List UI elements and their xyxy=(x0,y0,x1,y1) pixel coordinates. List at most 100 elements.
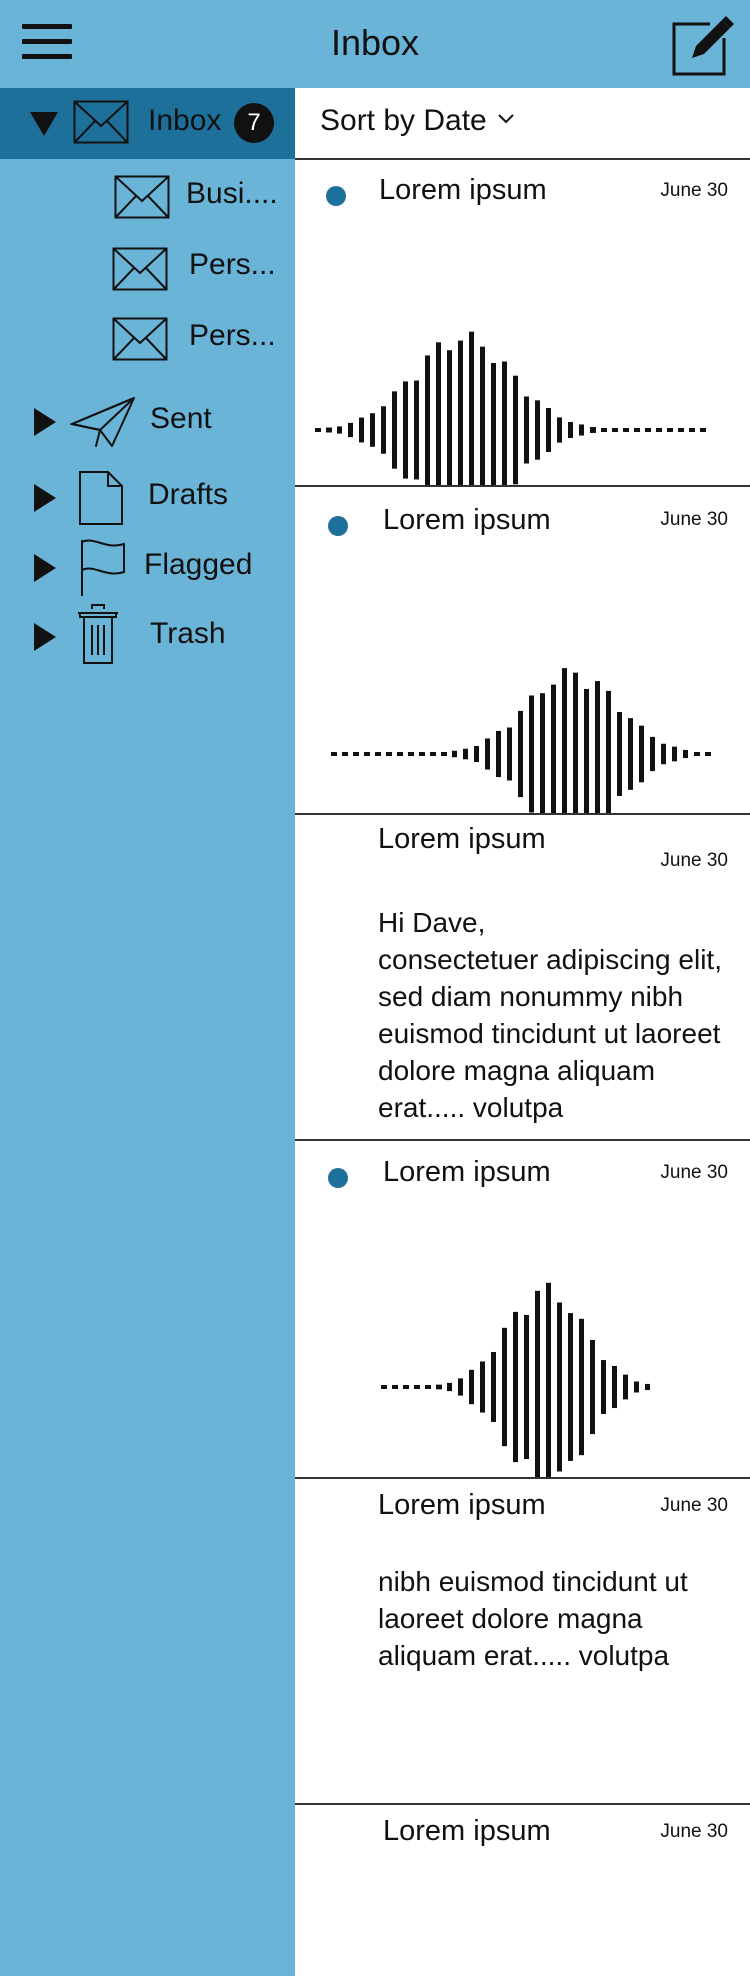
caret-down-icon[interactable] xyxy=(30,112,58,136)
caret-right-icon[interactable] xyxy=(34,623,56,651)
audio-waveform xyxy=(331,668,711,813)
waveform-bar xyxy=(617,712,622,796)
sidebar-item-label: Pers... xyxy=(189,319,276,352)
trash-icon xyxy=(78,604,118,664)
waveform-bar xyxy=(557,417,562,443)
message-subject: Lorem ipsum xyxy=(383,504,551,536)
waveform-bar xyxy=(661,743,666,765)
waveform-bar xyxy=(430,752,436,756)
message-subject: Lorem ipsum xyxy=(383,1815,551,1847)
envelope-icon xyxy=(114,175,170,219)
waveform-bar xyxy=(590,1339,595,1435)
sidebar-subfolder-business[interactable]: Busi.... xyxy=(0,159,295,231)
waveform-bar xyxy=(326,427,332,433)
sidebar-item-sent[interactable]: Sent xyxy=(0,388,295,460)
waveform-bar xyxy=(447,350,452,485)
caret-right-icon[interactable] xyxy=(34,408,56,436)
sidebar-item-drafts[interactable]: Drafts xyxy=(0,464,295,536)
audio-waveform xyxy=(315,331,706,485)
sidebar-item-flagged[interactable]: Flagged xyxy=(0,534,295,606)
waveform-bar xyxy=(507,727,512,781)
waveform-bar xyxy=(463,748,468,760)
waveform-bar xyxy=(441,752,447,756)
waveform-bar xyxy=(683,749,688,759)
unread-dot xyxy=(328,1168,348,1188)
waveform-bar xyxy=(337,426,342,434)
audio-waveform xyxy=(381,1282,650,1477)
waveform-bar xyxy=(469,1369,474,1405)
sidebar-item-label: Sent xyxy=(150,402,212,435)
waveform-bar xyxy=(348,422,353,438)
folder-sidebar: Inbox 7 Busi.... Pers... Pers... Sent xyxy=(0,88,295,1976)
waveform-bar xyxy=(485,738,490,770)
waveform-bar xyxy=(518,710,523,798)
waveform-bar xyxy=(414,380,419,480)
waveform-bar xyxy=(612,428,618,432)
waveform-bar xyxy=(502,1327,507,1447)
flag-icon xyxy=(81,539,125,596)
waveform-bar xyxy=(535,400,540,460)
message-item[interactable]: Lorem ipsum June 30 xyxy=(295,159,750,487)
sidebar-subfolder-personal-1[interactable]: Pers... xyxy=(0,231,295,303)
unread-dot xyxy=(326,186,346,206)
waveform-bar xyxy=(392,391,397,469)
waveform-bar xyxy=(590,427,596,433)
hamburger-menu-icon[interactable] xyxy=(22,24,72,60)
waveform-bar xyxy=(342,752,348,756)
waveform-bar xyxy=(689,428,695,432)
waveform-bar xyxy=(535,1290,540,1477)
message-item[interactable]: Lorem ipsum June 30 Hi Dave, consectetue… xyxy=(295,815,750,1141)
message-list-pane: Sort by Date Lorem ipsum June 30 Lorem i… xyxy=(295,88,750,1976)
waveform-bar xyxy=(414,1385,420,1389)
caret-right-icon[interactable] xyxy=(34,484,56,512)
compose-pencil-icon[interactable] xyxy=(670,14,734,78)
waveform-bar xyxy=(452,750,457,758)
message-item[interactable]: Lorem ipsum June 30 xyxy=(295,487,750,815)
waveform-bar xyxy=(447,1382,452,1392)
chevron-down-icon xyxy=(498,114,514,124)
waveform-bar xyxy=(557,1302,562,1472)
waveform-bar xyxy=(353,752,359,756)
waveform-bar xyxy=(705,752,711,756)
sort-dropdown[interactable]: Sort by Date xyxy=(295,88,750,160)
waveform-bar xyxy=(601,428,607,432)
message-item[interactable]: Lorem ipsum June 30 xyxy=(295,1805,750,1976)
waveform-bar xyxy=(579,424,584,436)
document-icon xyxy=(79,471,123,525)
message-item[interactable]: Lorem ipsum June 30 xyxy=(295,1141,750,1479)
sidebar-item-label: Drafts xyxy=(148,478,229,511)
waveform-bar xyxy=(573,672,578,813)
waveform-bar xyxy=(392,1385,398,1389)
waveform-bar xyxy=(568,1313,573,1461)
waveform-bar xyxy=(634,428,640,432)
waveform-bar xyxy=(408,752,414,756)
sidebar-item-label: Trash xyxy=(150,617,226,650)
waveform-bar xyxy=(480,346,485,485)
waveform-bar xyxy=(491,363,496,485)
waveform-bar xyxy=(419,752,425,756)
sidebar-item-label: Inbox xyxy=(148,104,222,137)
message-date: June 30 xyxy=(660,1162,728,1183)
waveform-bar xyxy=(579,1318,584,1456)
waveform-bar xyxy=(496,730,501,778)
waveform-bar xyxy=(540,693,545,813)
page-title: Inbox xyxy=(330,22,420,63)
waveform-bar xyxy=(694,752,700,756)
sidebar-subfolder-personal-2[interactable]: Pers... xyxy=(0,302,295,374)
sidebar-item-trash[interactable]: Trash xyxy=(0,603,295,675)
sidebar-item-label: Pers... xyxy=(189,248,276,281)
waveform-bar xyxy=(595,681,600,813)
waveform-bar xyxy=(606,690,611,813)
message-date: June 30 xyxy=(660,1495,728,1516)
message-date: June 30 xyxy=(660,850,728,871)
waveform-bar xyxy=(458,1378,463,1396)
message-item[interactable]: Lorem ipsum June 30 nibh euismod tincidu… xyxy=(295,1479,750,1805)
waveform-bar xyxy=(639,725,644,783)
sidebar-item-inbox[interactable]: Inbox 7 xyxy=(0,88,295,159)
caret-right-icon[interactable] xyxy=(34,554,56,582)
waveform-bar xyxy=(656,428,662,432)
waveform-bar xyxy=(458,340,463,485)
envelope-icon xyxy=(112,317,168,361)
message-preview: Hi Dave, consectetuer adipiscing elit, s… xyxy=(378,907,722,1123)
waveform-bar xyxy=(601,1360,606,1414)
